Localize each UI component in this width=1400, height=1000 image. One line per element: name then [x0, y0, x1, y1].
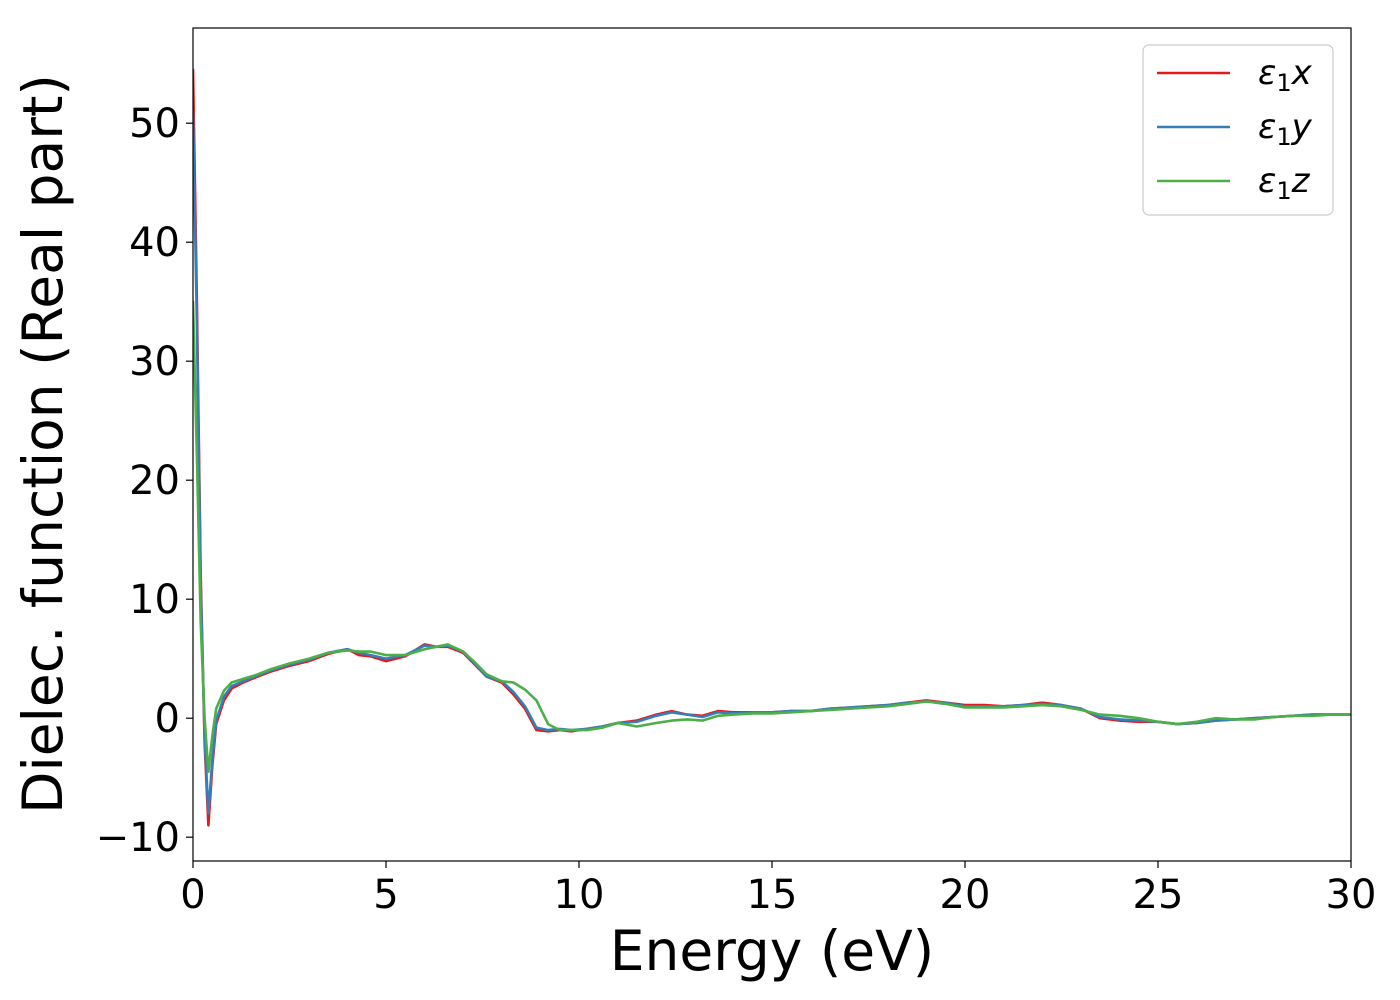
- y-tick-label: −10: [96, 815, 180, 861]
- x-tick-label: 20: [940, 872, 991, 918]
- x-tick-label: 10: [554, 872, 605, 918]
- x-tick-label: 0: [180, 872, 205, 918]
- x-axis: 0 5 10 15 20 25 30: [180, 861, 1376, 918]
- plot-area: [193, 68, 1351, 827]
- x-tick-label: 30: [1326, 872, 1377, 918]
- legend-label-y: ε1y: [1258, 107, 1313, 151]
- legend: ε1x ε1y ε1z: [1142, 44, 1334, 216]
- y-tick-label: 50: [129, 101, 180, 147]
- legend-label-z: ε1z: [1258, 161, 1311, 205]
- y-axis-title: Dielec. function (Real part): [11, 74, 75, 814]
- x-tick-label: 15: [747, 872, 798, 918]
- y-axis: −10 0 10 20 30 40 50: [96, 101, 193, 861]
- legend-label-x: ε1x: [1258, 53, 1313, 97]
- y-tick-label: 20: [129, 458, 180, 504]
- y-tick-label: 0: [155, 696, 180, 742]
- x-tick-label: 25: [1133, 872, 1184, 918]
- y-tick-label: 10: [129, 577, 180, 623]
- series-line-z: [193, 300, 1351, 774]
- y-tick-label: 30: [129, 339, 180, 385]
- y-tick-label: 40: [129, 220, 180, 266]
- x-tick-label: 5: [373, 872, 398, 918]
- x-axis-title: Energy (eV): [610, 919, 934, 983]
- legend-box: [1142, 44, 1334, 216]
